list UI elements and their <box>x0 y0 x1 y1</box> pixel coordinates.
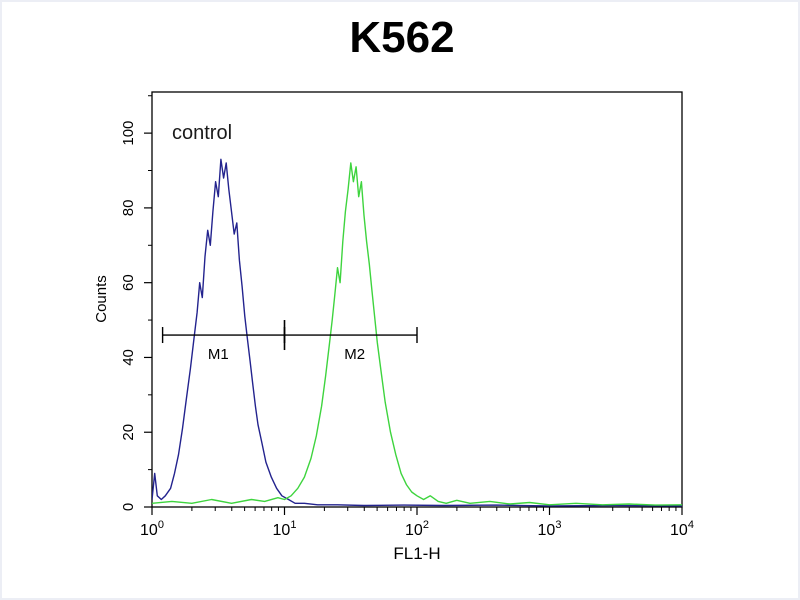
x-tick-label: 101 <box>273 519 297 539</box>
x-tick-label: 102 <box>405 519 429 539</box>
x-axis: 100 101 102 103 104 <box>140 507 694 539</box>
y-tick-label: 80 <box>120 200 137 217</box>
control-curve <box>152 158 682 507</box>
chart-title: K562 <box>349 13 454 62</box>
y-tick-label: 0 <box>120 503 137 511</box>
y-axis-label: Counts <box>93 275 110 323</box>
y-axis: 0 20 40 60 80 100 <box>120 95 152 511</box>
sample-curve <box>152 162 682 506</box>
x-tick-label: 104 <box>670 519 694 539</box>
y-tick-label: 40 <box>120 349 137 366</box>
gate-markers: M1 M2 <box>161 320 418 363</box>
histogram-curves <box>152 158 682 507</box>
gate-label: M2 <box>344 346 365 363</box>
x-tick-label: 100 <box>140 519 164 539</box>
y-tick-label: 100 <box>120 121 137 146</box>
plot-frame <box>151 91 683 508</box>
control-annotation: control <box>172 122 232 144</box>
x-axis-label: FL1-H <box>393 544 440 563</box>
gate-label: M1 <box>208 346 229 363</box>
y-tick-label: 60 <box>120 274 137 291</box>
x-tick-label: 103 <box>538 519 562 539</box>
y-tick-label: 20 <box>120 424 137 441</box>
